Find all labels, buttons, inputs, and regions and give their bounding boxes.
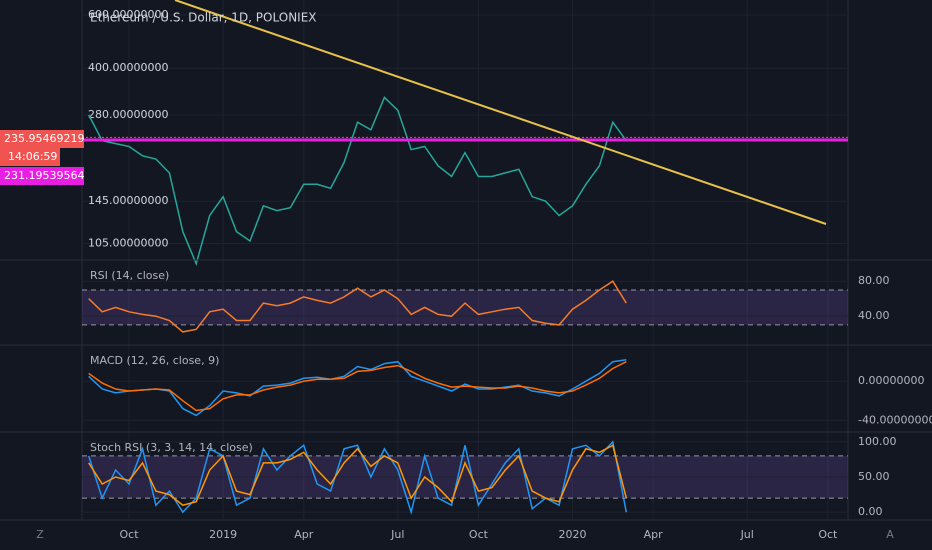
x-tick-label: Jul [740,528,754,541]
band-fill [82,289,848,325]
x-tick-label: Oct [469,528,489,541]
series-line [88,280,627,333]
y-tick-label: 600.00000000 [88,8,168,21]
y-tick-label: 400.00000000 [88,61,168,74]
series-line [88,358,627,417]
y-tick-label: 50.00 [858,470,890,483]
chart-title: Ethereum / U.S. Dollar, 1D, POLONIEX [90,11,317,25]
x-tick-label: 2020 [559,528,587,541]
y-tick-label: 0.00000000 [858,374,924,387]
x-tick-label: Jul [390,528,404,541]
y-tick-label: -40.00000000 [858,413,932,426]
y-tick-label: 280.00000000 [88,108,168,121]
series-line [88,96,627,266]
toolbar-button[interactable]: Z [36,528,44,541]
y-tick-label: 80.00 [858,274,890,287]
pane-title: MACD (12, 26, close, 9) [90,354,219,367]
x-tick-label: Apr [294,528,314,541]
price-tag [0,167,84,185]
x-tick-label: Oct [818,528,838,541]
y-tick-label: 145.00000000 [88,194,168,207]
series-line [88,444,628,507]
price-tag [0,130,84,148]
toolbar-button[interactable]: A [886,528,894,541]
y-tick-label: 40.00 [858,309,890,322]
series-line [88,361,627,412]
countdown-tag [0,148,60,166]
price-tag-label: 231.19539564 [4,169,84,182]
x-tick-label: Oct [120,528,140,541]
y-tick-label: 0.00 [858,505,883,518]
countdown-label: 14:06:59 [8,150,57,163]
y-tick-label: 105.00000000 [88,236,168,249]
pane-title: RSI (14, close) [90,269,169,282]
pane-title: Stoch RSI (3, 3, 14, 14, close) [90,441,253,454]
series-line [87,440,628,515]
price-tag-label: 235.95469219 [4,132,84,145]
trend-line [174,0,827,225]
y-tick-label: 100.00 [858,435,897,448]
x-tick-label: Apr [644,528,664,541]
x-tick-label: 2019 [209,528,237,541]
